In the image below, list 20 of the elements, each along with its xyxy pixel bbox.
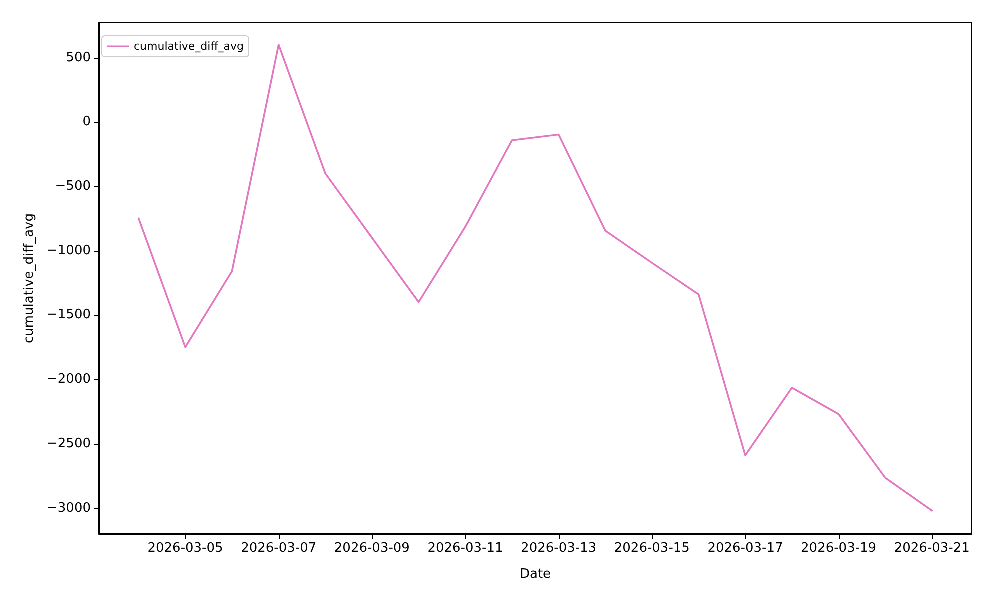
x-tick-label: 2026-03-13 [521, 541, 597, 556]
x-tick-label: 2026-03-07 [241, 541, 317, 556]
x-axis-title: Date [520, 567, 552, 582]
y-tick-label: −500 [55, 178, 91, 194]
x-tick-label: 2026-03-09 [334, 541, 410, 556]
x-tick-label: 2026-03-17 [708, 541, 784, 556]
y-tick-label: 0 [82, 114, 91, 130]
legend-label: cumulative_diff_avg [134, 40, 244, 53]
y-tick-label: −1500 [47, 308, 91, 323]
y-tick-label: −2500 [47, 436, 91, 452]
x-tick-label: 2026-03-05 [148, 541, 224, 556]
y-tick-label: −3000 [47, 500, 91, 516]
y-tick-label: −1000 [47, 243, 91, 258]
y-axis-title: cumulative_diff_avg [22, 214, 38, 344]
y-tick-label: −2000 [47, 372, 91, 388]
x-tick-label: 2026-03-11 [428, 541, 504, 556]
x-tick-label: 2026-03-21 [894, 541, 970, 556]
x-tick-label: 2026-03-15 [614, 541, 690, 556]
x-tick-label: 2026-03-19 [801, 541, 877, 556]
y-tick-label: 500 [66, 50, 91, 66]
